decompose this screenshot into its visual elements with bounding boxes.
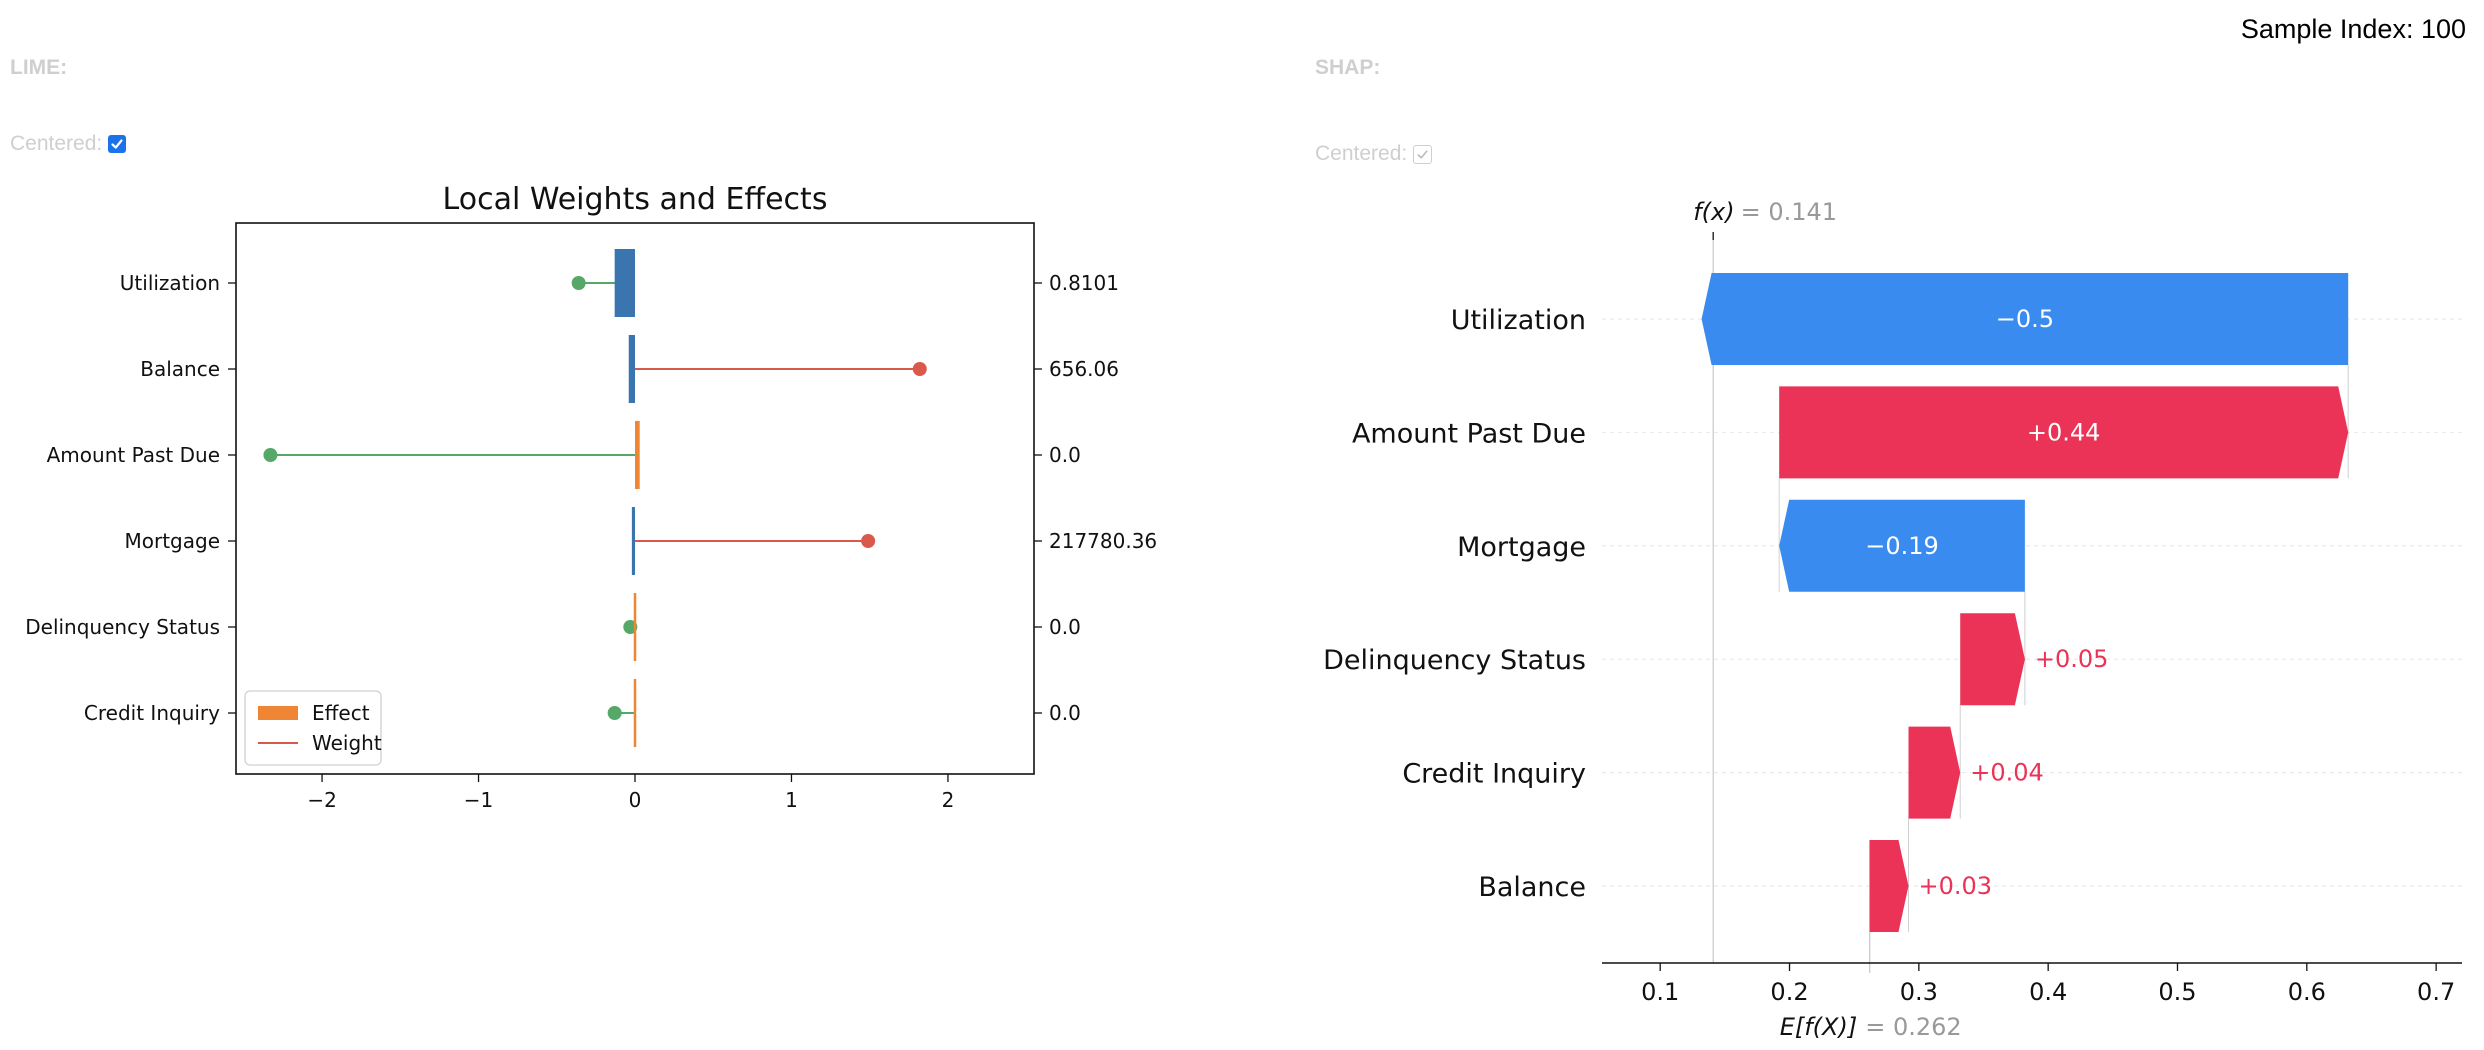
x-tick-label: 0.7 — [2417, 978, 2455, 1006]
weight-point — [607, 706, 622, 720]
shap-bar — [1779, 386, 2349, 479]
shap-bar — [1779, 499, 2025, 592]
effect-bar — [635, 421, 640, 489]
feature-value-label: 0.0 — [1049, 443, 1081, 467]
feature-value-label: 656.06 — [1049, 357, 1119, 381]
x-tick-label: −2 — [307, 788, 336, 812]
x-tick-label: 2 — [942, 788, 955, 812]
shap-centered-control: Centered: — [1315, 142, 1433, 166]
shap-chart: −0.5 Utilization +0.44 Amount Past Due −0.19… — [1323, 198, 2462, 1041]
feature-value-label: 0.0 — [1049, 701, 1081, 725]
shap-section-label: SHAP: — [1315, 56, 1381, 79]
fx-value-label: = 0.141 — [1741, 198, 1837, 226]
shap-value-label: +0.03 — [1918, 872, 1992, 900]
lime-centered-checkbox[interactable] — [108, 135, 127, 153]
y-tick-label: Amount Past Due — [47, 443, 220, 467]
chart-legend: Effect Weight — [244, 690, 382, 766]
fx-label: f(x) — [1693, 198, 1734, 226]
x-tick-label: 0 — [629, 788, 642, 812]
ex-label: E[f(X)] — [1780, 1013, 1858, 1041]
shap-bar — [1960, 613, 2025, 706]
shap-value-label: +0.04 — [1970, 759, 2044, 787]
shap-value-label: +0.05 — [2035, 645, 2109, 673]
checkmark-icon — [111, 139, 123, 149]
feature-value-label: 217780.36 — [1049, 529, 1157, 553]
x-tick-label: 0.1 — [1641, 978, 1679, 1006]
y-tick-label: Credit Inquiry — [84, 701, 220, 725]
ex-value-label: = 0.262 — [1865, 1013, 1961, 1041]
x-tick-label: 0.4 — [2029, 978, 2067, 1006]
x-tick-label: 0.3 — [1900, 978, 1938, 1006]
x-tick-label: 1 — [785, 788, 798, 812]
shap-centered-label: Centered: — [1315, 142, 1408, 165]
effect-bar — [631, 507, 635, 575]
shap-centered-checkbox[interactable] — [1413, 144, 1433, 164]
x-tick-label: 0.6 — [2288, 978, 2326, 1006]
lime-centered-label: Centered: — [10, 132, 103, 155]
base-value-annotation: E[f(X)] = 0.262 — [1780, 1013, 1962, 1041]
x-tick-label: 0.5 — [2158, 978, 2196, 1006]
shap-value-label: +0.44 — [2027, 418, 2101, 446]
checkmark-icon — [1417, 149, 1428, 159]
effect-bar — [633, 593, 637, 661]
shap-value-label: −0.5 — [1996, 305, 2054, 333]
legend-weight-label: Weight — [312, 731, 382, 755]
feature-name-label: Utilization — [1451, 305, 1586, 336]
y-tick-label: Utilization — [120, 271, 220, 295]
feature-name-label: Delinquency Status — [1323, 645, 1586, 676]
lime-section-label: LIME: — [10, 56, 68, 79]
feature-name-label: Credit Inquiry — [1402, 759, 1586, 790]
shap-bar — [1869, 840, 1909, 932]
shap-value-label: −0.19 — [1865, 532, 1939, 560]
feature-value-label: 0.8101 — [1049, 271, 1119, 295]
legend-effect-label: Effect — [312, 701, 370, 725]
shap-bar — [1701, 273, 2349, 365]
feature-value-label: 0.0 — [1049, 615, 1081, 639]
lime-centered-control: Centered: — [10, 132, 127, 156]
shap-bar — [1908, 726, 1961, 819]
weight-point — [861, 534, 876, 548]
y-tick-label: Mortgage — [124, 529, 220, 553]
feature-name-label: Amount Past Due — [1352, 418, 1586, 449]
y-tick-label: Delinquency Status — [25, 615, 220, 639]
x-tick-label: 0.2 — [1770, 978, 1808, 1006]
sample-index-label: Sample Index: 100 — [2240, 14, 2466, 44]
effect-bar — [633, 679, 637, 747]
feature-name-label: Mortgage — [1457, 532, 1586, 563]
weight-point — [263, 448, 278, 462]
lime-chart: Local Weights and Effects Utilization 0.81… — [25, 182, 1157, 812]
chart-title: Local Weights and Effects — [443, 182, 828, 217]
y-tick-label: Balance — [140, 357, 220, 381]
effect-bar — [614, 249, 635, 317]
weight-point — [571, 276, 586, 290]
x-tick-label: −1 — [464, 788, 493, 812]
effect-bar — [628, 335, 635, 403]
weight-point — [912, 362, 927, 376]
legend-effect-swatch — [258, 706, 298, 720]
feature-name-label: Balance — [1478, 872, 1586, 903]
fx-annotation: f(x) = 0.141 — [1693, 198, 1837, 226]
